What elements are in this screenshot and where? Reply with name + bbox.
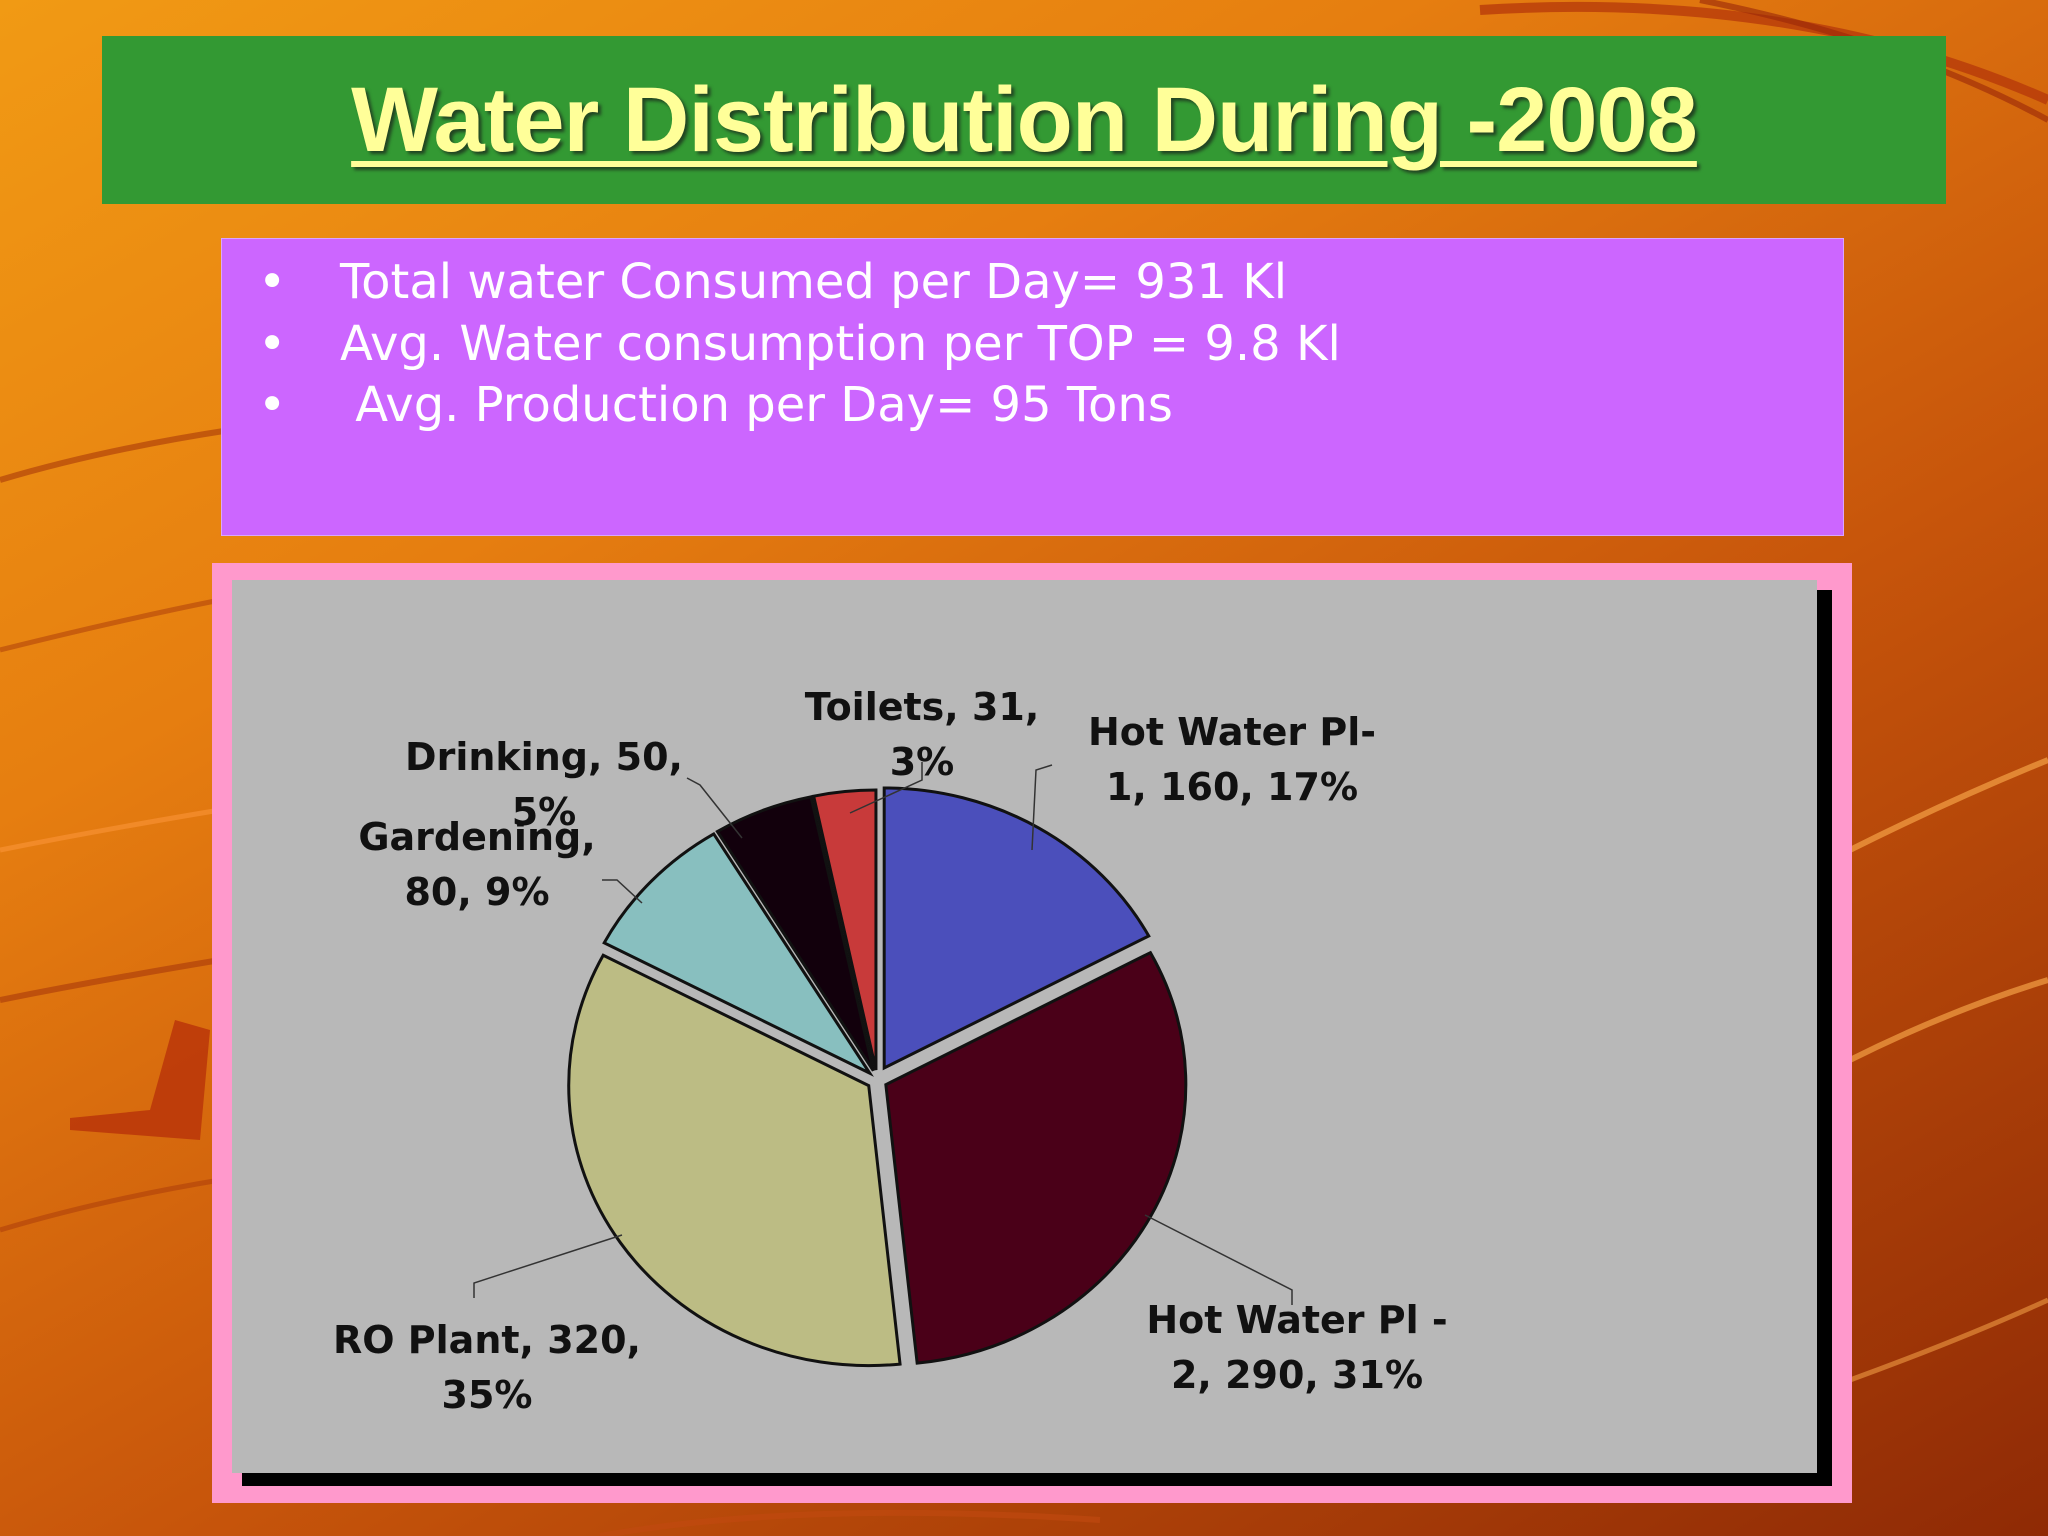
slice-label-line: RO Plant, 320, xyxy=(333,1318,641,1362)
slice-label: Gardening, 80, 9% xyxy=(358,815,595,914)
slice-label-line: 1, 160, 17% xyxy=(1106,765,1358,809)
info-box: • Total water Consumed per Day= 931 Kl •… xyxy=(221,238,1844,536)
bullet-text: Total water Consumed per Day= 931 Kl xyxy=(340,254,1288,310)
slice-label-line: 35% xyxy=(442,1373,533,1417)
slide-title: Water Distribution During -2008 xyxy=(351,68,1698,171)
leader-line xyxy=(1144,1214,1293,1305)
pie-slice xyxy=(715,795,875,1072)
bullet-text: Avg. Water consumption per TOP = 9.8 Kl xyxy=(340,316,1341,372)
slice-label: Hot Water Pl - 2, 290, 31% xyxy=(1146,1298,1447,1397)
leader-line xyxy=(602,879,643,904)
slice-label-line: Hot Water Pl- xyxy=(1088,710,1376,754)
slice-label-line: 5% xyxy=(512,790,577,834)
slice-label-line: Drinking, 50, xyxy=(405,735,683,779)
slice-label-line: 3% xyxy=(890,740,955,784)
title-band: Water Distribution During -2008 xyxy=(102,36,1946,204)
pie-slice xyxy=(811,788,878,1071)
slice-label: Drinking, 50, 5% xyxy=(405,735,683,834)
bullet-marker: • xyxy=(258,254,287,310)
slice-label-line: Hot Water Pl - xyxy=(1146,1298,1447,1342)
slice-label: Hot Water Pl- 1, 160, 17% xyxy=(1088,710,1376,809)
slice-label: Toilets, 31, 3% xyxy=(805,685,1040,784)
leader-line xyxy=(473,1234,623,1298)
bullet-marker: • xyxy=(258,316,287,372)
pie-chart: Hot Water Pl- 1, 160, 17% Hot Water Pl - 2,… xyxy=(333,685,1448,1417)
pie-slice xyxy=(884,950,1188,1365)
slice-label-line: Gardening, xyxy=(358,815,595,859)
pie-slice xyxy=(602,831,874,1077)
leader-line xyxy=(1031,764,1053,851)
slice-label-line: 2, 290, 31% xyxy=(1171,1353,1423,1397)
bullet-text: Avg. Production per Day= 95 Tons xyxy=(340,377,1173,433)
slice-label-line: Toilets, 31, xyxy=(805,685,1040,729)
slice-label: RO Plant, 320, 35% xyxy=(333,1318,641,1417)
leader-line xyxy=(686,777,743,839)
pie-slice xyxy=(882,786,1151,1071)
leader-line xyxy=(849,762,923,814)
bullet-marker: • xyxy=(258,377,287,433)
slice-label-line: 80, 9% xyxy=(404,870,549,914)
pie-slice xyxy=(567,953,902,1368)
